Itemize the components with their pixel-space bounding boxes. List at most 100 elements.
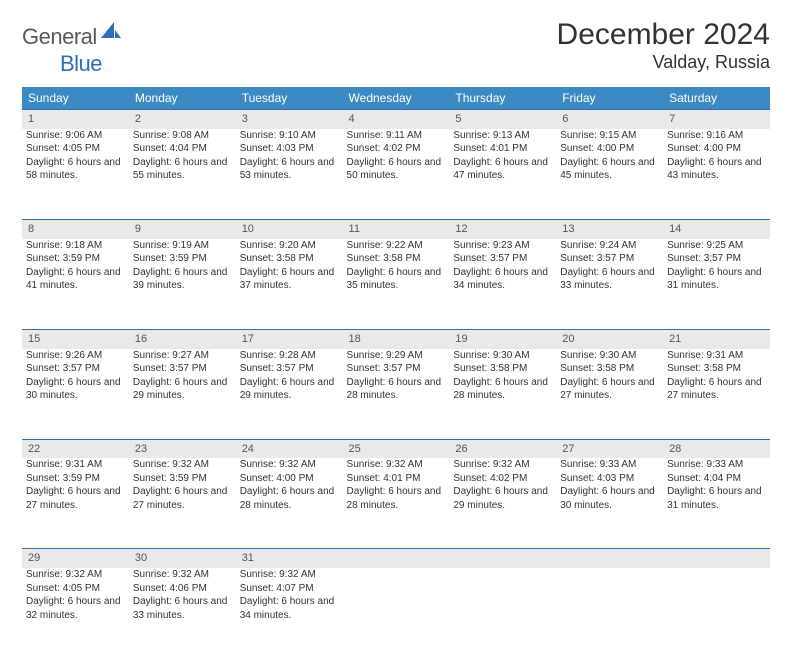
day-number-cell: 3	[236, 110, 343, 129]
day-number-cell: 8	[22, 219, 129, 238]
sunset-line: Sunset: 4:05 PM	[26, 582, 125, 596]
day-info-cell: Sunrise: 9:28 AMSunset: 3:57 PMDaylight:…	[236, 349, 343, 440]
sunset-line: Sunset: 3:59 PM	[26, 252, 125, 266]
sunset-line: Sunset: 4:05 PM	[26, 142, 125, 156]
weekday-header: Saturday	[663, 87, 770, 110]
sunrise-line: Sunrise: 9:22 AM	[347, 239, 446, 253]
daylight-line: Daylight: 6 hours and 50 minutes.	[347, 156, 446, 183]
day-number-cell: 17	[236, 329, 343, 348]
day-info-cell: Sunrise: 9:27 AMSunset: 3:57 PMDaylight:…	[129, 349, 236, 440]
day-info-cell: Sunrise: 9:32 AMSunset: 4:00 PMDaylight:…	[236, 458, 343, 549]
daylight-line: Daylight: 6 hours and 53 minutes.	[240, 156, 339, 183]
day-info-cell: Sunrise: 9:11 AMSunset: 4:02 PMDaylight:…	[343, 129, 450, 220]
day-number-row: 293031	[22, 549, 770, 568]
daylight-line: Daylight: 6 hours and 31 minutes.	[667, 266, 766, 293]
day-number-cell: 31	[236, 549, 343, 568]
sunset-line: Sunset: 3:58 PM	[560, 362, 659, 376]
day-info-cell: Sunrise: 9:19 AMSunset: 3:59 PMDaylight:…	[129, 239, 236, 330]
sunrise-line: Sunrise: 9:08 AM	[133, 129, 232, 143]
sunrise-line: Sunrise: 9:06 AM	[26, 129, 125, 143]
sunrise-line: Sunrise: 9:26 AM	[26, 349, 125, 363]
day-info-cell: Sunrise: 9:32 AMSunset: 4:01 PMDaylight:…	[343, 458, 450, 549]
weekday-header: Sunday	[22, 87, 129, 110]
daylight-line: Daylight: 6 hours and 30 minutes.	[26, 376, 125, 403]
weekday-header: Friday	[556, 87, 663, 110]
daylight-line: Daylight: 6 hours and 29 minutes.	[133, 376, 232, 403]
sunrise-line: Sunrise: 9:20 AM	[240, 239, 339, 253]
day-number-cell: 28	[663, 439, 770, 458]
daylight-line: Daylight: 6 hours and 30 minutes.	[560, 485, 659, 512]
daylight-line: Daylight: 6 hours and 33 minutes.	[133, 595, 232, 622]
day-number-cell: 4	[343, 110, 450, 129]
daylight-line: Daylight: 6 hours and 28 minutes.	[240, 485, 339, 512]
weekday-header: Wednesday	[343, 87, 450, 110]
daylight-line: Daylight: 6 hours and 29 minutes.	[453, 485, 552, 512]
daylight-line: Daylight: 6 hours and 31 minutes.	[667, 485, 766, 512]
day-info-cell	[556, 568, 663, 658]
sunrise-line: Sunrise: 9:24 AM	[560, 239, 659, 253]
sunrise-line: Sunrise: 9:23 AM	[453, 239, 552, 253]
day-info-cell	[449, 568, 556, 658]
day-number-cell: 9	[129, 219, 236, 238]
day-info-cell	[343, 568, 450, 658]
sunset-line: Sunset: 4:06 PM	[133, 582, 232, 596]
day-number-row: 891011121314	[22, 219, 770, 238]
daylight-line: Daylight: 6 hours and 34 minutes.	[240, 595, 339, 622]
sunset-line: Sunset: 3:59 PM	[133, 252, 232, 266]
day-number-cell: 27	[556, 439, 663, 458]
day-number-cell: 13	[556, 219, 663, 238]
sunset-line: Sunset: 4:02 PM	[347, 142, 446, 156]
day-number-cell: 24	[236, 439, 343, 458]
daylight-line: Daylight: 6 hours and 27 minutes.	[560, 376, 659, 403]
day-info-cell: Sunrise: 9:10 AMSunset: 4:03 PMDaylight:…	[236, 129, 343, 220]
day-info-cell: Sunrise: 9:15 AMSunset: 4:00 PMDaylight:…	[556, 129, 663, 220]
day-number-cell: 22	[22, 439, 129, 458]
day-number-cell: 6	[556, 110, 663, 129]
day-info-cell: Sunrise: 9:32 AMSunset: 4:02 PMDaylight:…	[449, 458, 556, 549]
sunset-line: Sunset: 4:03 PM	[240, 142, 339, 156]
sunrise-line: Sunrise: 9:29 AM	[347, 349, 446, 363]
daylight-line: Daylight: 6 hours and 27 minutes.	[26, 485, 125, 512]
sunset-line: Sunset: 4:00 PM	[240, 472, 339, 486]
day-info-cell: Sunrise: 9:30 AMSunset: 3:58 PMDaylight:…	[556, 349, 663, 440]
day-number-cell: 26	[449, 439, 556, 458]
daylight-line: Daylight: 6 hours and 34 minutes.	[453, 266, 552, 293]
day-info-row: Sunrise: 9:26 AMSunset: 3:57 PMDaylight:…	[22, 349, 770, 440]
sunset-line: Sunset: 3:59 PM	[26, 472, 125, 486]
weekday-header: Monday	[129, 87, 236, 110]
daylight-line: Daylight: 6 hours and 28 minutes.	[453, 376, 552, 403]
day-number-row: 1234567	[22, 110, 770, 129]
sunrise-line: Sunrise: 9:25 AM	[667, 239, 766, 253]
day-number-cell: 19	[449, 329, 556, 348]
daylight-line: Daylight: 6 hours and 58 minutes.	[26, 156, 125, 183]
sunrise-line: Sunrise: 9:10 AM	[240, 129, 339, 143]
day-number-cell	[343, 549, 450, 568]
sunset-line: Sunset: 3:59 PM	[133, 472, 232, 486]
day-number-cell: 21	[663, 329, 770, 348]
day-number-cell	[449, 549, 556, 568]
daylight-line: Daylight: 6 hours and 55 minutes.	[133, 156, 232, 183]
sunrise-line: Sunrise: 9:16 AM	[667, 129, 766, 143]
day-number-cell: 1	[22, 110, 129, 129]
logo-text-blue: Blue	[60, 51, 102, 76]
sunset-line: Sunset: 3:57 PM	[667, 252, 766, 266]
day-number-cell: 10	[236, 219, 343, 238]
sunrise-line: Sunrise: 9:19 AM	[133, 239, 232, 253]
day-number-cell	[556, 549, 663, 568]
sunset-line: Sunset: 4:00 PM	[560, 142, 659, 156]
day-info-cell: Sunrise: 9:22 AMSunset: 3:58 PMDaylight:…	[343, 239, 450, 330]
day-number-cell: 7	[663, 110, 770, 129]
day-info-cell: Sunrise: 9:06 AMSunset: 4:05 PMDaylight:…	[22, 129, 129, 220]
sunset-line: Sunset: 3:58 PM	[347, 252, 446, 266]
weekday-header: Tuesday	[236, 87, 343, 110]
day-number-cell: 2	[129, 110, 236, 129]
day-info-cell: Sunrise: 9:32 AMSunset: 4:07 PMDaylight:…	[236, 568, 343, 658]
sunrise-line: Sunrise: 9:32 AM	[347, 458, 446, 472]
sunrise-line: Sunrise: 9:13 AM	[453, 129, 552, 143]
day-number-cell	[663, 549, 770, 568]
daylight-line: Daylight: 6 hours and 28 minutes.	[347, 376, 446, 403]
sunset-line: Sunset: 4:04 PM	[133, 142, 232, 156]
daylight-line: Daylight: 6 hours and 29 minutes.	[240, 376, 339, 403]
day-info-cell: Sunrise: 9:32 AMSunset: 4:06 PMDaylight:…	[129, 568, 236, 658]
day-info-cell: Sunrise: 9:08 AMSunset: 4:04 PMDaylight:…	[129, 129, 236, 220]
